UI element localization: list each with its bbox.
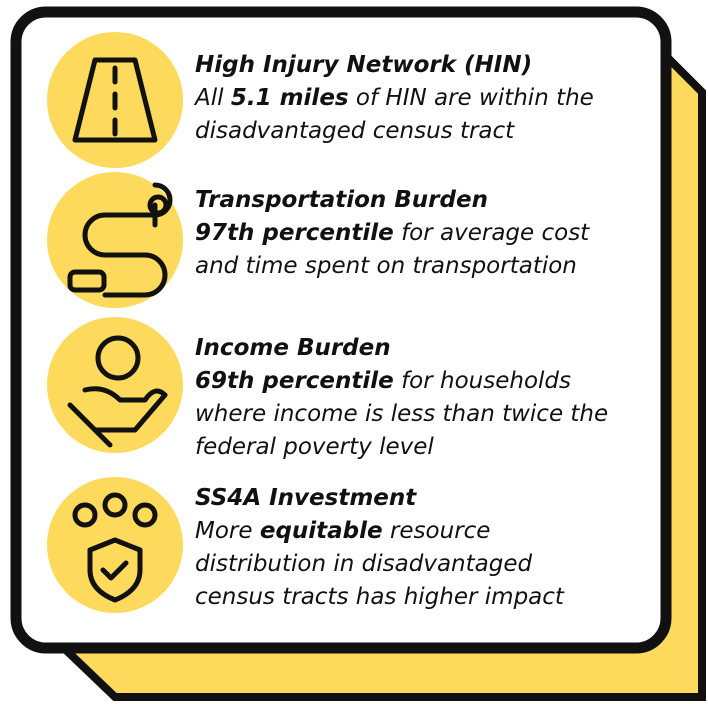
text-segment: of HIN are within the (349, 85, 594, 111)
item-heading: Income Burden (195, 335, 391, 361)
text-segment: 97th percentile (195, 220, 394, 246)
item-heading: High Injury Network (HIN) (195, 52, 532, 78)
shield-icon (87, 537, 143, 603)
text-segment: for average cost (394, 220, 590, 246)
text-segment: for households (394, 368, 571, 394)
text-segment: resource (383, 518, 491, 544)
car-icon (67, 269, 107, 293)
text-segment: All (193, 85, 231, 111)
text-segment: where income is less than twice the (195, 401, 608, 427)
item-line: distribution in disadvantaged (195, 551, 532, 577)
icons (47, 32, 183, 613)
text-segment: disadvantaged census tract (195, 118, 515, 144)
item-line: 69th percentile for households (195, 368, 571, 394)
icon-circle (47, 477, 183, 613)
item-line: 97th percentile for average cost (195, 220, 590, 246)
pin-icon (147, 194, 169, 216)
text-segment: and time spent on transportation (195, 253, 577, 279)
text-segment: 5.1 miles (231, 85, 349, 111)
item-line: and time spent on transportation (195, 253, 577, 279)
item-line: census tracts has higher impact (195, 584, 565, 610)
text-segment: federal poverty level (195, 434, 434, 460)
item-line: disadvantaged census tract (195, 118, 515, 144)
text-segment: census tracts has higher impact (195, 584, 565, 610)
coin-icon (95, 335, 141, 381)
text-segment: equitable (260, 518, 383, 544)
hand-icon (67, 386, 168, 448)
road-icon (72, 57, 158, 143)
text-segment: 69th percentile (195, 368, 394, 394)
text-segment: More (195, 518, 260, 544)
item-heading: Transportation Burden (195, 187, 488, 213)
item-line: federal poverty level (195, 434, 434, 460)
item-heading: SS4A Investment (195, 485, 417, 511)
item-line: More equitable resource (195, 518, 490, 544)
text-segment: distribution in disadvantaged (195, 551, 532, 577)
texts: High Injury Network (HIN) All 5.1 miles o… (193, 52, 608, 610)
item-line: All 5.1 miles of HIN are within the (193, 85, 594, 111)
item-line: where income is less than twice the (195, 401, 608, 427)
card (10, 6, 672, 654)
